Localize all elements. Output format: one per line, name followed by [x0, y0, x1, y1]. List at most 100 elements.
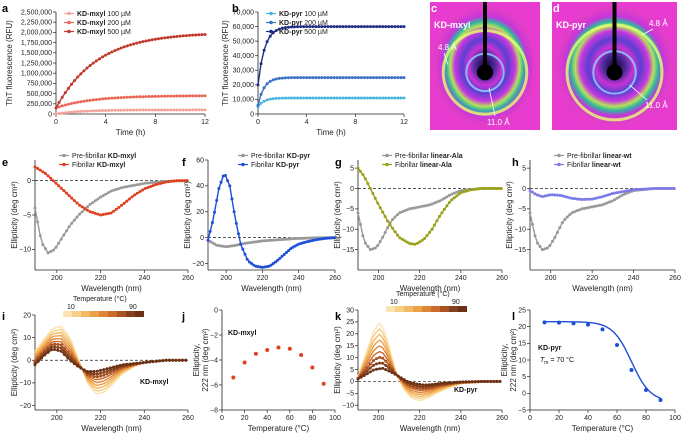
series-1-point [595, 196, 599, 200]
series-0-point [344, 96, 348, 100]
series-0-point [302, 96, 306, 100]
series-0-point [282, 237, 286, 241]
series-2-point [85, 66, 89, 70]
x-axis-label: Wavelength (nm) [400, 284, 461, 293]
series-2-point [70, 82, 74, 86]
temp-curve-8-point [424, 383, 428, 387]
y-axis-label: Ellipticity (deg cm²) [333, 181, 342, 249]
temp-curve-8-point [72, 362, 76, 366]
x-tick-label: 260 [182, 415, 194, 422]
series-2-point [353, 25, 357, 29]
series-1-point [79, 100, 83, 104]
series-0-point [200, 108, 204, 112]
series-0-point [135, 183, 139, 187]
x-tick-label: 240 [293, 275, 305, 282]
series-1-point [358, 169, 362, 173]
series-1-point [635, 188, 639, 192]
temp-curve-8-point [79, 366, 83, 370]
panel-label: j [181, 311, 185, 323]
series-1-point [236, 232, 240, 236]
series-0-point [371, 247, 375, 251]
series-0-point [166, 108, 170, 112]
temp-curve-8-point [387, 369, 391, 373]
series-1-point [494, 187, 498, 191]
series-0-point [313, 236, 317, 240]
beamstop-arm [483, 2, 487, 73]
series-1-point [361, 173, 365, 177]
series-0-point [101, 109, 105, 113]
temp-curve-8-point [69, 359, 73, 363]
temp-curve-8-point [393, 372, 397, 376]
series-1-point [383, 215, 387, 219]
series-0-point [603, 202, 607, 206]
series-1-point [104, 97, 108, 101]
series-0-point [153, 108, 157, 112]
series-1-point [603, 194, 607, 198]
legend-swatch-7 [126, 311, 135, 317]
temp-curve-8-point [53, 347, 57, 351]
series-1-point [402, 76, 406, 80]
series-2-point [104, 53, 108, 57]
legend-swatch-4 [99, 311, 108, 317]
series-1-point [384, 76, 388, 80]
series-0-point [610, 199, 614, 203]
series-2-point [197, 33, 201, 37]
series-0-point [85, 205, 89, 209]
series-2-point [323, 25, 327, 29]
series-1-point [215, 198, 219, 202]
data-point [615, 343, 619, 347]
y-tick-label: 10 [346, 355, 354, 362]
y-axis-label: ThT fluorescence (RFU) [221, 20, 230, 106]
series-0-point [338, 96, 342, 100]
legend-0-swatch [385, 153, 389, 158]
series-1-point [413, 242, 417, 246]
ring-label-4.8: 4.8 Å [438, 43, 457, 52]
x-tick-label: 100 [669, 415, 681, 422]
series-2-point [57, 100, 61, 104]
temp-curve-7-point [66, 353, 70, 357]
series-0-point [293, 237, 297, 241]
series-2-point [135, 41, 139, 45]
series-0-point [276, 238, 280, 242]
series-0-point [353, 96, 357, 100]
series-2-point [308, 25, 312, 29]
temp-curve-8-point [174, 358, 178, 362]
legend-swatch-1 [72, 311, 81, 317]
series-1-point [85, 99, 89, 103]
series-2-point [54, 106, 58, 110]
series-1-point [393, 230, 397, 234]
legend-0-label: Pre-fibrillar KD-mxyl [72, 153, 136, 160]
temp-curve-8-point [99, 368, 103, 372]
x-tick-label: 220 [586, 275, 598, 282]
series-1-point [302, 76, 306, 80]
series-0-point [46, 251, 50, 255]
series-1-point [256, 103, 260, 107]
y-axis-label: Ellipticity, [500, 344, 509, 377]
series-0-point [300, 236, 304, 240]
series-1-point [613, 191, 617, 195]
xrd-panel-c: c KD-mxyl 4.8 Å 11.0 Å [430, 2, 540, 130]
series-1-point [72, 199, 76, 203]
chart-panel-j: j 0 20 40 60 80 100 −8 −6 −4 −2 0 Temperature (°C) El… [181, 307, 341, 433]
series-1-point [405, 240, 409, 244]
series-1-point [210, 221, 214, 225]
series-1-point [143, 187, 147, 191]
series-0-point [88, 109, 92, 113]
series-1-point [672, 187, 676, 191]
y-tick-label: 10,000 [233, 97, 255, 104]
series-2-point [94, 59, 98, 63]
y-tick-label: 10 [23, 335, 31, 342]
series-0-point [141, 108, 145, 112]
series-1-point [630, 188, 634, 192]
series-1-point [359, 76, 363, 80]
y-tick-label: 500,000 [27, 91, 52, 98]
series-1-point [445, 204, 449, 208]
series-1-point [265, 82, 269, 86]
series-0-point [51, 248, 55, 252]
series-0-point [280, 96, 284, 100]
series-0-point [146, 181, 150, 185]
series-1-point [563, 194, 567, 198]
series-0-point [194, 108, 198, 112]
series-2-point [91, 61, 95, 65]
series-2-point [359, 25, 363, 29]
